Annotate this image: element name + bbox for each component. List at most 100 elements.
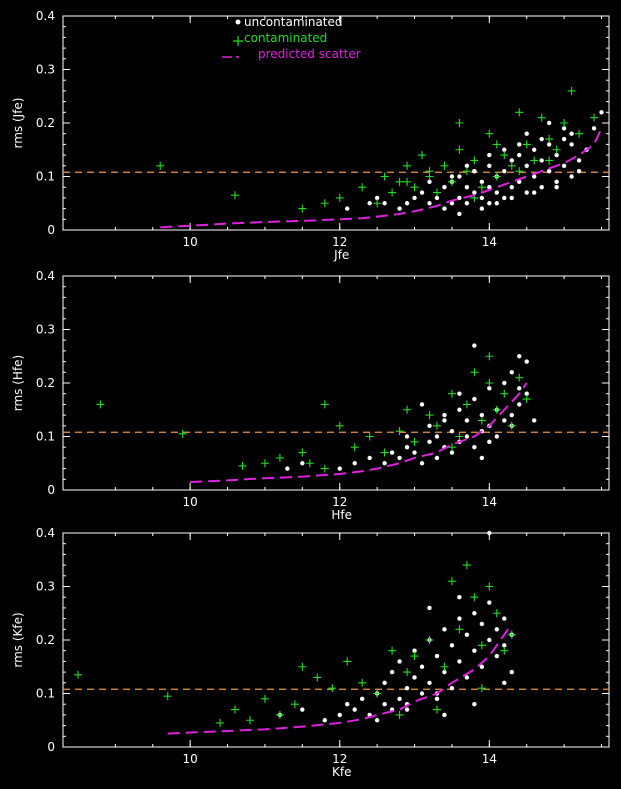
uncontaminated-point [487,600,492,605]
uncontaminated-point [502,643,507,648]
uncontaminated-point [502,147,507,152]
contaminated-point [231,705,240,714]
uncontaminated-point [569,142,574,147]
contaminated-point [395,427,404,436]
uncontaminated-point [449,428,455,434]
y-tick-label: 0.2 [36,116,55,130]
predicted-scatter-line [167,623,513,735]
uncontaminated-point [532,174,537,179]
uncontaminated-point [434,653,440,659]
x-tick-label: 12 [332,752,347,766]
panels: 0 0.1 0.2 0.3 0.4 10 12 14 Jfe rms (Jfe) 0 0.1 0.2 0.… [11,9,610,779]
uncontaminated-point [464,675,470,680]
contaminated-point [96,400,105,409]
uncontaminated-point [434,696,440,702]
y-tick-label: 0.1 [36,430,55,444]
contaminated-point [298,662,307,671]
panel-2: 0 0.1 0.2 0.3 0.4 10 12 14 Hfe rms (Hfe) [11,269,610,522]
uncontaminated-point [457,391,462,396]
y-tick-label: 0.2 [36,633,55,647]
contaminated-point [485,379,494,387]
contaminated-point [425,411,434,420]
uncontaminated-point [382,201,387,206]
uncontaminated-point [517,354,522,359]
uncontaminated-point [404,434,410,439]
panel-3: 0 0.1 0.2 0.3 0.4 10 12 14 Kfe rms (Kfe) [11,526,610,779]
contaminated-point [320,199,329,208]
x-tick-label: 12 [332,495,347,509]
uncontaminated-point [546,142,552,147]
contaminated-point [545,156,554,165]
contaminated-point [245,716,254,725]
x-axis-title: Jfe [333,248,349,262]
uncontaminated-point [509,412,514,418]
uncontaminated-point [457,407,462,412]
contaminated-point [403,177,412,186]
y-axis-title: rms (Kfe) [11,612,25,667]
uncontaminated-point [487,439,492,445]
uncontaminated-point [479,179,485,185]
uncontaminated-point [472,343,477,348]
uncontaminated-point [442,712,447,718]
contaminated-point [290,700,299,709]
x-tick-label: 10 [183,235,198,249]
contaminated-point [515,108,524,117]
legend: uncontaminated contaminated predicted sc… [222,15,361,61]
uncontaminated-point [554,179,559,185]
uncontaminated-point [442,627,447,632]
uncontaminated-point [472,190,477,195]
y-tick-label: 0.3 [36,323,55,337]
uncontaminated-point [434,434,440,439]
uncontaminated-point [404,201,410,206]
contaminated-point [178,429,187,438]
contaminated-point [522,395,531,404]
uncontaminated-point [472,445,477,450]
uncontaminated-point [487,637,492,643]
contaminated-point [447,177,456,186]
uncontaminated-point [322,718,327,723]
y-tick-label: 0.1 [36,687,55,701]
uncontaminated-point [404,685,410,691]
uncontaminated-point [487,201,492,206]
contaminated-point [507,161,516,170]
contaminated-point [238,461,247,470]
uncontaminated-point [442,412,447,418]
uncontaminated-point [502,616,507,621]
uncontaminated-point [337,712,342,718]
contaminated-point [477,416,486,425]
contaminated-point [492,405,501,414]
contaminated-point [418,151,427,160]
uncontaminated-point [434,195,440,201]
y-tick-label: 0.1 [36,170,55,184]
uncontaminated-point [472,611,477,616]
uncontaminated-point [412,450,417,455]
uncontaminated-point [457,211,462,217]
contaminated-point [530,156,539,165]
uncontaminated-point [517,142,522,147]
contaminated-point [462,561,471,570]
contaminated-point [305,459,314,468]
uncontaminated-point [397,696,402,702]
uncontaminated-point [509,185,514,190]
contaminated-point [575,129,584,138]
contaminated-point [500,646,509,655]
uncontaminated-point [442,185,447,190]
contaminated-point [470,368,479,377]
contaminated-point [410,183,419,192]
uncontaminated-point [457,174,462,179]
contaminated-point [358,183,367,192]
contaminated-point [455,432,464,441]
uncontaminated-point [442,206,447,211]
contaminated-point [73,670,82,679]
contaminated-point [440,161,449,170]
y-tick-label: 0.4 [36,9,55,23]
uncontaminated-point [427,201,432,206]
contaminated-point [358,678,367,687]
uncontaminated-point [494,627,500,632]
contaminated-point [447,443,456,452]
contaminated-point [447,577,456,586]
contaminated-point [403,405,412,414]
y-tick-label: 0.3 [36,580,55,594]
contaminated-point [447,389,456,398]
